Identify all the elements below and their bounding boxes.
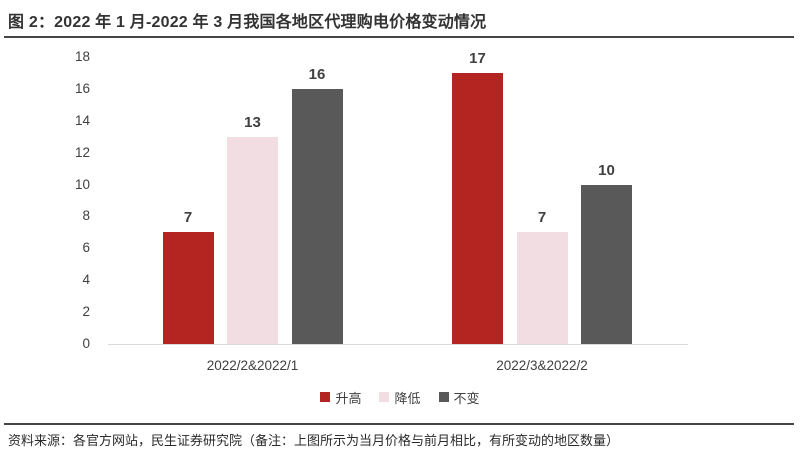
figure-header: 图 2：2022 年 1 月-2022 年 3 月我国各地区代理购电价格变动情况 [4, 0, 794, 38]
legend-swatch-unchanged [438, 392, 449, 402]
y-axis-tick-label: 12 [74, 144, 90, 160]
bar-value-label: 7 [537, 209, 547, 227]
source-note: 资料来源：各官方网站，民生证券研究院（备注：上图所示为当月价格与前月相比，有所变… [8, 433, 620, 448]
y-axis-tick-label: 18 [74, 49, 90, 64]
bar-decrease [227, 136, 278, 344]
figure-title: 图 2：2022 年 1 月-2022 年 3 月我国各地区代理购电价格变动情况 [8, 14, 487, 31]
y-axis-tick-label: 2 [82, 304, 90, 320]
bar-decrease [516, 232, 568, 344]
bar-value-label: 10 [598, 161, 615, 179]
y-axis-tick-label: 0 [82, 336, 90, 351]
bar-value-label: 7 [183, 209, 193, 227]
bar-increase [452, 72, 503, 344]
x-axis-category-label: 2022/2&2022/1 [206, 358, 299, 373]
y-axis-tick-label: 14 [74, 112, 90, 128]
legend-swatch-decrease [379, 392, 390, 402]
x-axis-category-label: 2022/3&2022/2 [496, 358, 588, 373]
bar-unchanged [291, 88, 343, 344]
legend-item-decrease: 降低 [379, 388, 421, 407]
bar-value-label: 13 [244, 113, 261, 131]
bar-unchanged [581, 184, 632, 344]
y-axis-tick-label: 16 [74, 80, 90, 96]
y-axis-tick-label: 6 [82, 240, 90, 256]
x-axis-line [108, 344, 688, 345]
y-axis-tick-label: 8 [82, 208, 90, 224]
legend-label: 降低 [394, 390, 421, 406]
bar-value-label: 17 [469, 49, 486, 67]
figure-footer: 资料来源：各官方网站，民生证券研究院（备注：上图所示为当月价格与前月相比，有所变… [4, 423, 794, 449]
legend-item-increase: 升高 [320, 388, 361, 407]
legend-item-unchanged: 不变 [438, 388, 480, 407]
y-axis-tick-label: 4 [82, 272, 90, 288]
bar-increase [162, 232, 214, 344]
legend-label: 不变 [453, 390, 480, 406]
chart-legend: 升高 降低 不变 [0, 387, 800, 407]
legend-swatch-increase [320, 392, 331, 402]
legend-label: 升高 [335, 390, 362, 406]
bar-value-label: 16 [308, 65, 326, 83]
y-axis-tick-label: 10 [74, 176, 90, 192]
